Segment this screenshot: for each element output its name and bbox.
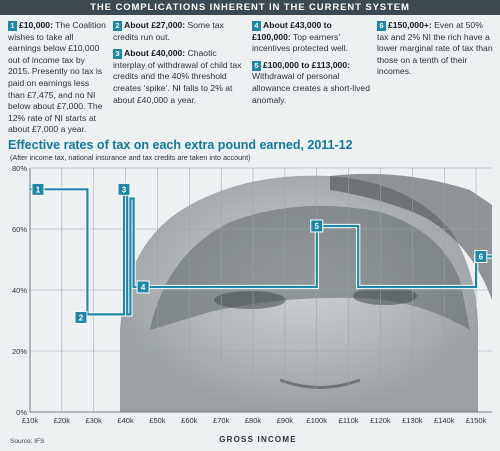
notes-column-1: 1 £10,000: The Coalition wishes to take a… <box>8 20 106 141</box>
background-photo <box>120 173 492 412</box>
note-2: 2 About £27,000: Some tax credits run out… <box>113 20 243 43</box>
note-4: 4 About £43,000 to £100,000: Top earners’… <box>252 20 370 55</box>
note-number: 5 <box>252 60 261 71</box>
marker-label: 2 <box>79 313 84 322</box>
x-tick-label: £80k <box>245 416 262 425</box>
x-axis: £10k £20k £30k £40k £50k £60k £70k £80k £90k £100… <box>22 416 487 425</box>
note-number: 6 <box>377 21 386 31</box>
notes-column-2: 2 About £27,000: Some tax credits run out… <box>113 20 243 111</box>
note-lead: About £43,000 to £100,000: <box>252 20 332 42</box>
marker-label: 6 <box>479 252 484 261</box>
chart-title: Effective rates of tax on each extra pou… <box>8 138 353 152</box>
chart-subtitle: (After income tax, national insurance an… <box>10 153 251 162</box>
note-lead: About £40,000: <box>124 48 186 59</box>
markers: 1 2 3 4 5 6 <box>31 182 488 324</box>
marker-box <box>31 182 45 196</box>
note-text: The Coalition wishes to take all earning… <box>8 20 106 135</box>
notes-column-4: 6 £150,000+: Even at 50% tax and 2% NI th… <box>377 20 495 83</box>
banner-title: THE COMPLICATIONS INHERENT IN THE CURREN… <box>0 0 500 15</box>
note-5: 5 £100,000 to £113,000: Withdrawal of per… <box>252 60 370 106</box>
grid <box>29 167 492 413</box>
source-note: Source: IFS <box>10 438 45 445</box>
y-tick-label: 20% <box>12 347 27 356</box>
x-tick-label: £140k <box>434 416 455 425</box>
note-3: 3 About £40,000: Chaotic interplay of wit… <box>113 48 243 106</box>
marker-label: 1 <box>36 185 41 194</box>
marker-box <box>310 219 324 233</box>
note-lead: £100,000 to £113,000: <box>263 59 350 70</box>
note-text: Chaotic interplay of withdrawal of child… <box>113 48 242 105</box>
y-tick-label: 0% <box>16 408 27 417</box>
notes-column-3: 4 About £43,000 to £100,000: Top earners’… <box>252 20 370 111</box>
x-tick-label: £50k <box>149 416 166 425</box>
x-tick-label: £70k <box>213 416 230 425</box>
note-number: 1 <box>8 21 17 31</box>
note-lead: About £27,000: <box>124 20 186 30</box>
series-line <box>30 188 492 316</box>
note-number: 2 <box>113 21 122 31</box>
x-tick-label: £60k <box>181 416 198 425</box>
note-text: Some tax credits run out. <box>113 20 224 42</box>
note-1: 1 £10,000: The Coalition wishes to take a… <box>8 20 106 136</box>
note-number: 4 <box>252 21 261 31</box>
series <box>30 187 492 317</box>
y-tick-label: 80% <box>12 164 27 173</box>
note-text: Top earners’ incentives protected well. <box>252 31 349 54</box>
marker-box <box>117 182 131 196</box>
marker-box <box>74 310 88 324</box>
y-axis: 0% 20% 40% 60% 80% <box>12 164 27 417</box>
x-tick-label: £100k <box>307 416 328 425</box>
marker-box <box>136 280 150 294</box>
x-tick-label: £110k <box>339 416 359 425</box>
x-tick-label: £40k <box>117 416 134 425</box>
x-tick-label: £90k <box>277 416 294 425</box>
x-axis-label: GROSS INCOME <box>219 435 297 444</box>
x-tick-label: £10k <box>22 416 39 425</box>
note-lead: £10,000: <box>19 20 53 30</box>
note-number: 3 <box>113 49 122 60</box>
note-6: 6 £150,000+: Even at 50% tax and 2% NI th… <box>377 20 495 78</box>
marker-label: 4 <box>141 283 146 292</box>
note-lead: £150,000+: <box>388 20 432 30</box>
marker-label: 3 <box>122 185 127 194</box>
marker-label: 5 <box>315 222 320 231</box>
x-tick-label: £120k <box>370 416 391 425</box>
note-text: Even at 50% tax and 2% NI the rich have … <box>377 20 493 77</box>
y-tick-label: 40% <box>12 286 27 295</box>
tax-rate-chart: 0%20%40%60%80% £10k £20k £30k £40k £50k £60k £… <box>12 164 492 444</box>
x-tick-label: £30k <box>86 416 103 425</box>
x-tick-label: £20k <box>54 416 71 425</box>
note-text: Withdrawal of personal allowance creates… <box>252 71 370 105</box>
x-tick-label: £150k <box>466 416 487 425</box>
marker-box <box>474 249 488 263</box>
x-tick-label: £130k <box>402 416 423 425</box>
y-tick-label: 60% <box>12 225 27 234</box>
